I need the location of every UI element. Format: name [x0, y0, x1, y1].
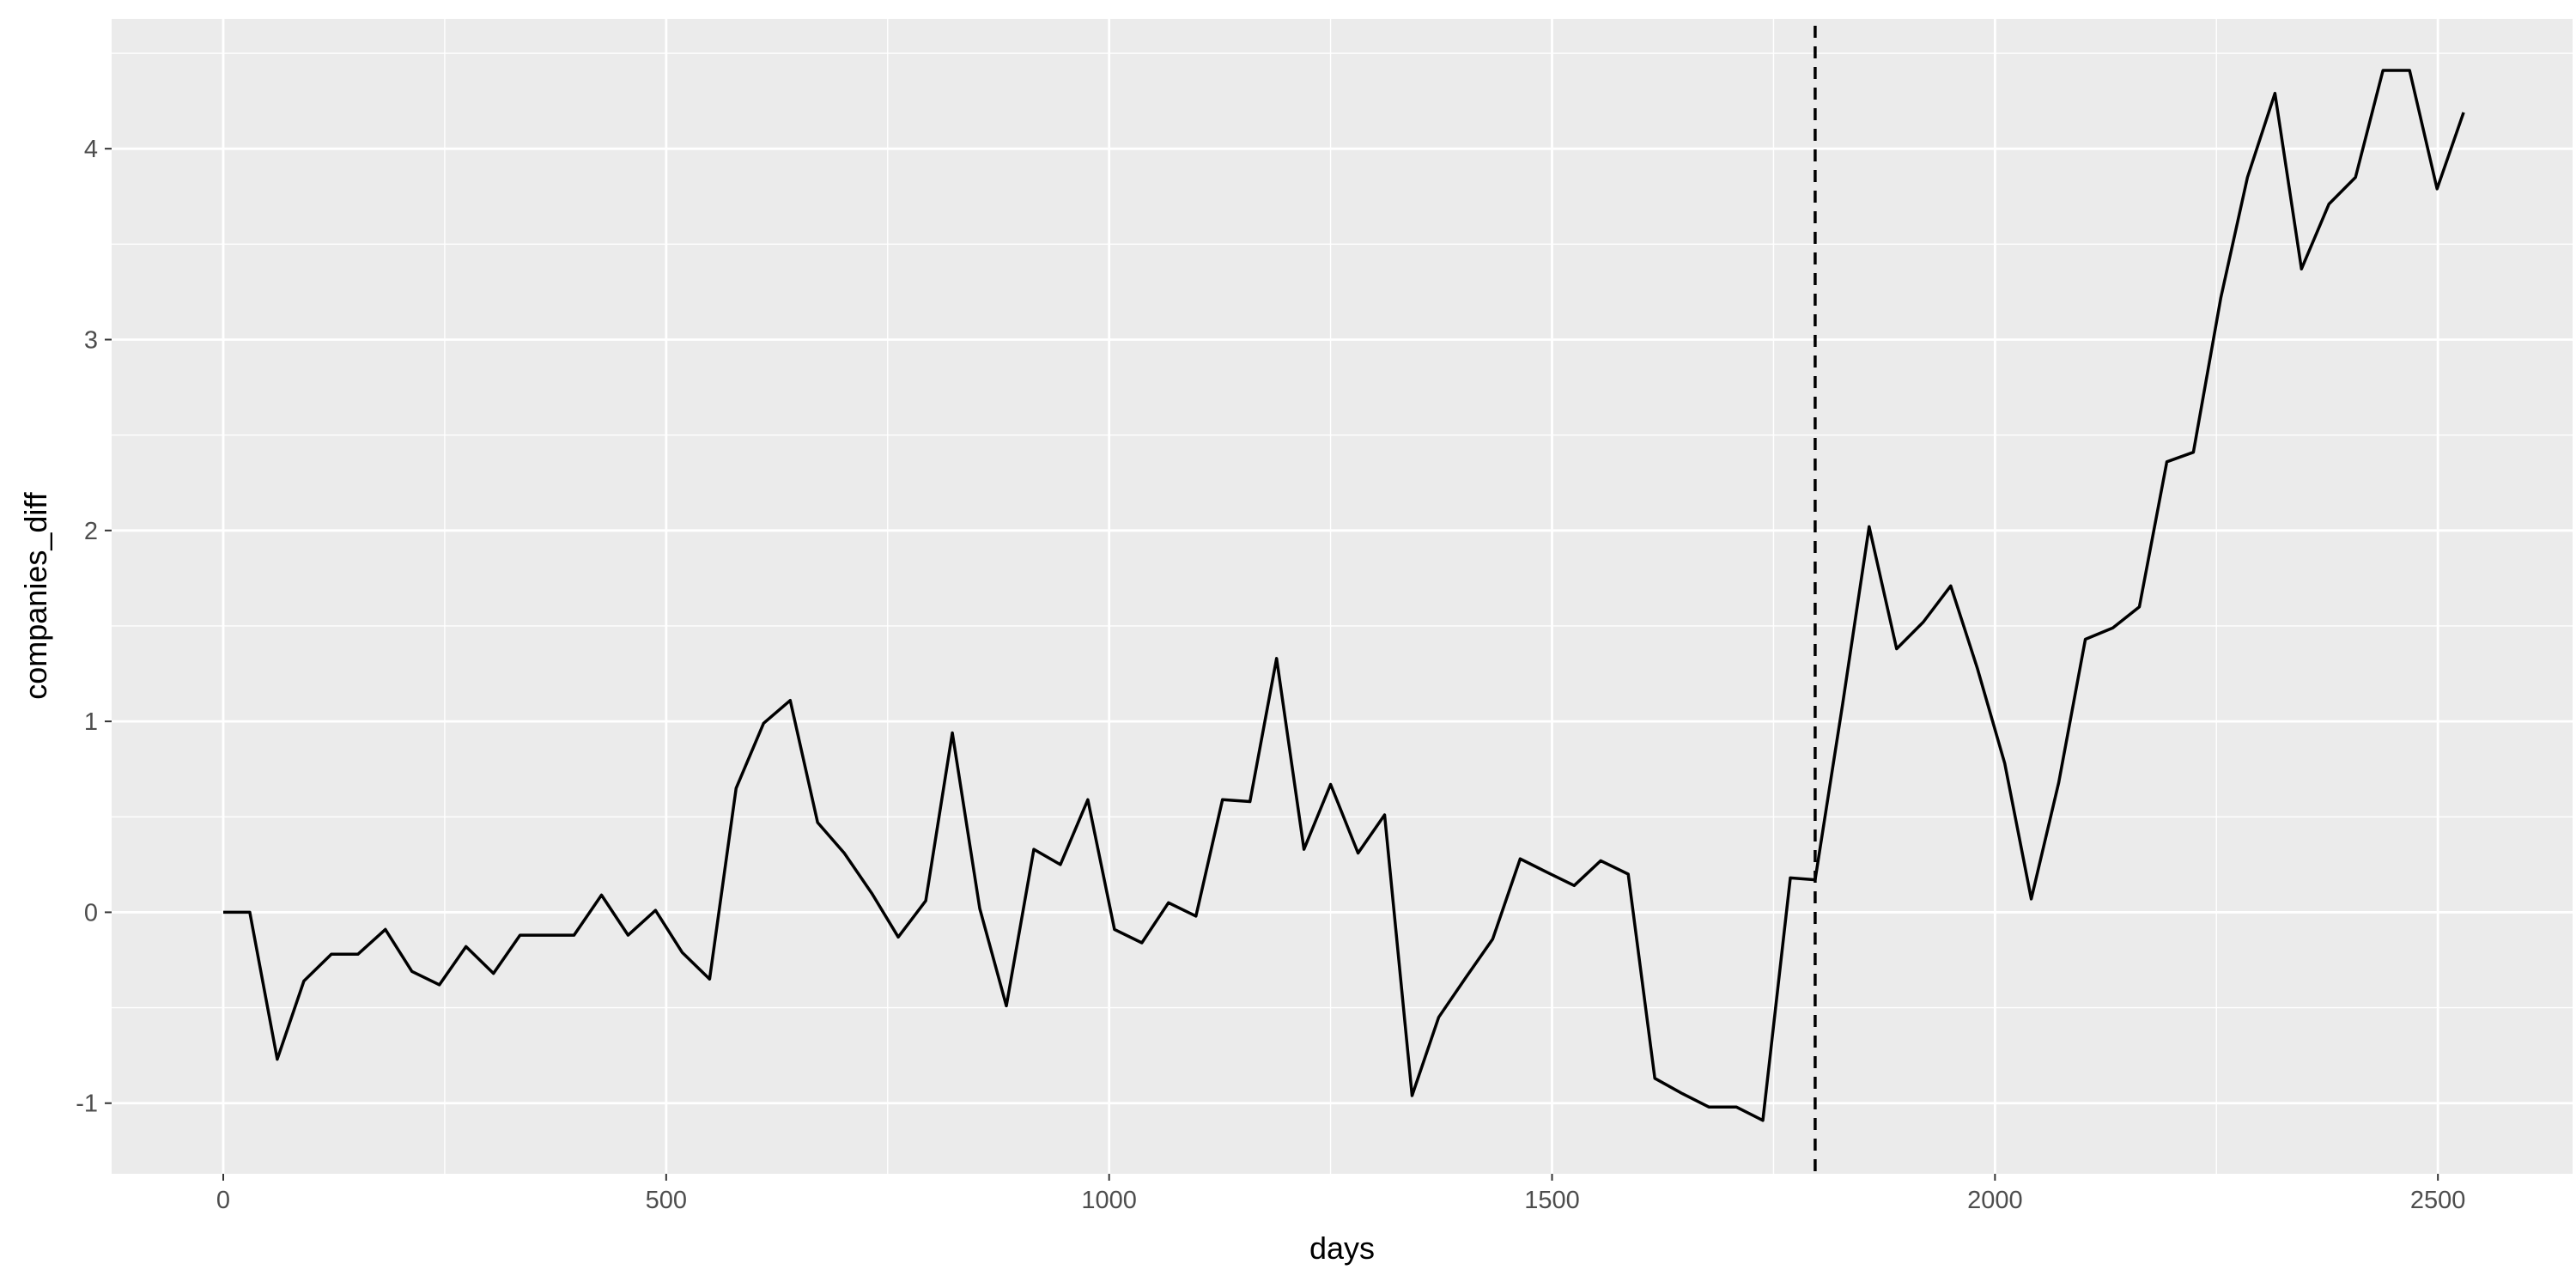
x-axis: 0 500 1000 1500 2000 2500	[216, 1174, 2466, 1214]
x-tick-label: 2000	[1967, 1187, 2023, 1214]
y-axis: -1 0 1 2 3 4	[76, 136, 112, 1118]
x-tick-label: 1500	[1524, 1187, 1580, 1214]
minor-gridlines	[112, 19, 2573, 1174]
plot-panel	[112, 19, 2573, 1174]
major-gridlines	[112, 19, 2573, 1174]
y-axis-title: companies_diff	[18, 491, 53, 699]
x-tick-label: 0	[216, 1187, 230, 1214]
y-tick-label: -1	[76, 1091, 98, 1118]
y-tick-label: 0	[84, 899, 98, 927]
x-tick-label: 1000	[1081, 1187, 1137, 1214]
x-axis-title: days	[1309, 1230, 1375, 1266]
y-tick-label: 1	[84, 708, 98, 736]
series-line	[223, 69, 2465, 1122]
y-tick-label: 4	[84, 136, 98, 163]
y-tick-label: 2	[84, 518, 98, 545]
x-tick-label: 500	[646, 1187, 687, 1214]
x-tick-label: 2500	[2410, 1187, 2466, 1214]
y-tick-label: 3	[84, 326, 98, 354]
